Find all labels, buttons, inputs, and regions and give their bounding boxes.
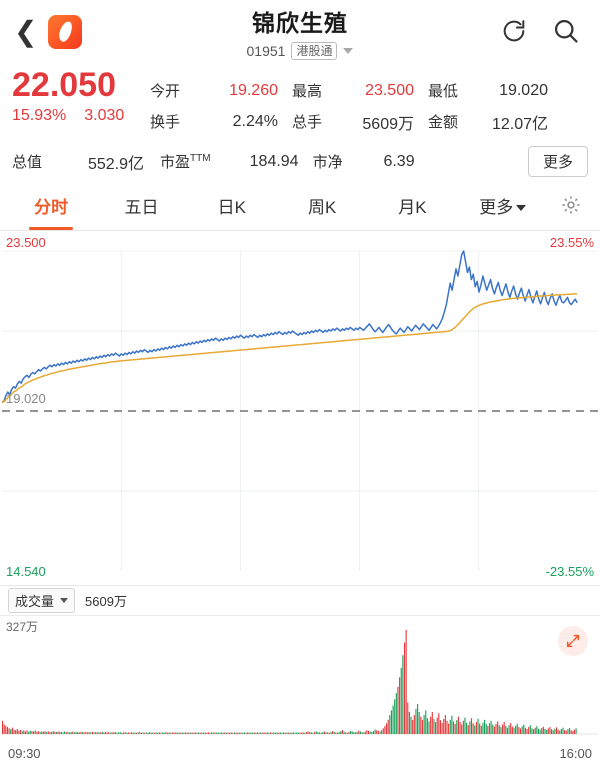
price-chart-svg xyxy=(1,250,598,571)
field-value-pb: 6.39 xyxy=(383,152,415,170)
search-icon[interactable] xyxy=(552,17,582,47)
volume-max-label: 327万 xyxy=(6,620,39,634)
field-label-high: 最高 xyxy=(292,83,323,100)
field-label-pb: 市净 xyxy=(312,154,343,171)
change-percent: 15.93% xyxy=(12,107,67,125)
change-block: 15.93% 3.030 xyxy=(12,107,150,125)
field-label-pe: 市盈TTM xyxy=(160,153,211,171)
time-axis: 09:30 16:00 xyxy=(0,744,600,761)
tab-more[interactable]: 更多 xyxy=(458,186,548,230)
intraday-price-chart[interactable]: 23.500 23.55% 19.020 14.540 -23.55% xyxy=(0,231,600,586)
chart-period-tabs: 分时 五日 日K 周K 月K 更多 xyxy=(0,185,600,231)
tab-weekly-k[interactable]: 周K xyxy=(307,197,337,217)
volume-total-value: 5609万 xyxy=(85,594,127,609)
field-value-volume: 5609万 xyxy=(362,115,414,133)
time-axis-start: 09:30 xyxy=(8,746,41,761)
axis-label-high-pct: 23.55% xyxy=(549,235,594,250)
chevron-down-icon xyxy=(60,598,69,603)
chevron-down-icon[interactable] xyxy=(343,48,354,55)
app-header: ❮ 锦欣生殖 01951 港股通 xyxy=(0,0,600,64)
quote-fields-row-1: 今开 19.260 最高 23.500 最低 19.020 xyxy=(150,75,588,106)
field-label-volume: 总手 xyxy=(292,114,323,131)
volume-chart[interactable]: 327万 xyxy=(0,616,600,744)
quote-fields-row-3: 总值 552.9亿 市盈TTM 184.94 市净 6.39 更多 xyxy=(0,143,600,185)
header-actions xyxy=(500,17,586,47)
volume-indicator-select[interactable]: 成交量 xyxy=(8,588,76,613)
field-value-turnover: 2.24% xyxy=(232,112,278,130)
field-label-open: 今开 xyxy=(150,83,181,100)
field-value-open: 19.260 xyxy=(229,81,278,99)
tab-monthly-k[interactable]: 月K xyxy=(398,197,427,217)
quote-main-row: 22.050 15.93% 3.030 今开 19.260 最高 23.500 … xyxy=(12,66,588,137)
field-value-pe: 184.94 xyxy=(249,152,299,170)
axis-label-prevclose: 19.020 xyxy=(6,391,46,406)
time-axis-end: 16:00 xyxy=(559,746,592,761)
field-value-amount: 12.07亿 xyxy=(491,115,548,133)
refresh-icon[interactable] xyxy=(500,17,530,47)
quote-panel: 22.050 15.93% 3.030 今开 19.260 最高 23.500 … xyxy=(0,64,600,143)
expand-icon[interactable] xyxy=(558,626,588,656)
axis-label-low-pct: -23.55% xyxy=(545,564,594,579)
volume-chart-svg xyxy=(2,630,598,735)
volume-indicator-bar: 成交量 5609万 xyxy=(0,586,600,616)
app-logo-icon[interactable] xyxy=(48,15,82,49)
caret-down-icon xyxy=(516,205,527,212)
axis-label-high: 23.500 xyxy=(6,235,46,250)
gear-icon[interactable] xyxy=(548,194,594,221)
field-value-marketcap: 552.9亿 xyxy=(87,155,145,173)
axis-label-low: 14.540 xyxy=(6,564,46,579)
tab-daily-k[interactable]: 日K xyxy=(217,197,246,217)
stock-code: 01951 xyxy=(246,43,286,60)
pe-ttm-superscript: TTM xyxy=(190,153,211,164)
field-label-low: 最低 xyxy=(428,83,459,100)
volume-indicator-label: 成交量 xyxy=(15,594,55,609)
more-button[interactable]: 更多 xyxy=(527,146,588,177)
field-value-low: 19.020 xyxy=(499,81,548,99)
quote-fields: 今开 19.260 最高 23.500 最低 19.020 换手 2.24% 总… xyxy=(150,75,588,137)
field-label-amount: 金额 xyxy=(428,114,459,131)
field-value-high: 23.500 xyxy=(365,81,414,99)
change-absolute: 3.030 xyxy=(84,107,125,125)
quote-fields-row-2: 换手 2.24% 总手 5609万 金额 12.07亿 xyxy=(150,106,588,137)
back-icon[interactable]: ❮ xyxy=(14,16,38,47)
market-tag: 港股通 xyxy=(291,42,338,61)
price-block: 22.050 15.93% 3.030 xyxy=(12,66,150,125)
field-label-turnover: 换手 xyxy=(150,114,181,131)
tab-five-day[interactable]: 五日 xyxy=(124,197,159,217)
field-label-marketcap: 总值 xyxy=(12,154,43,171)
tab-intraday[interactable]: 分时 xyxy=(6,186,96,230)
last-price: 22.050 xyxy=(12,66,116,104)
